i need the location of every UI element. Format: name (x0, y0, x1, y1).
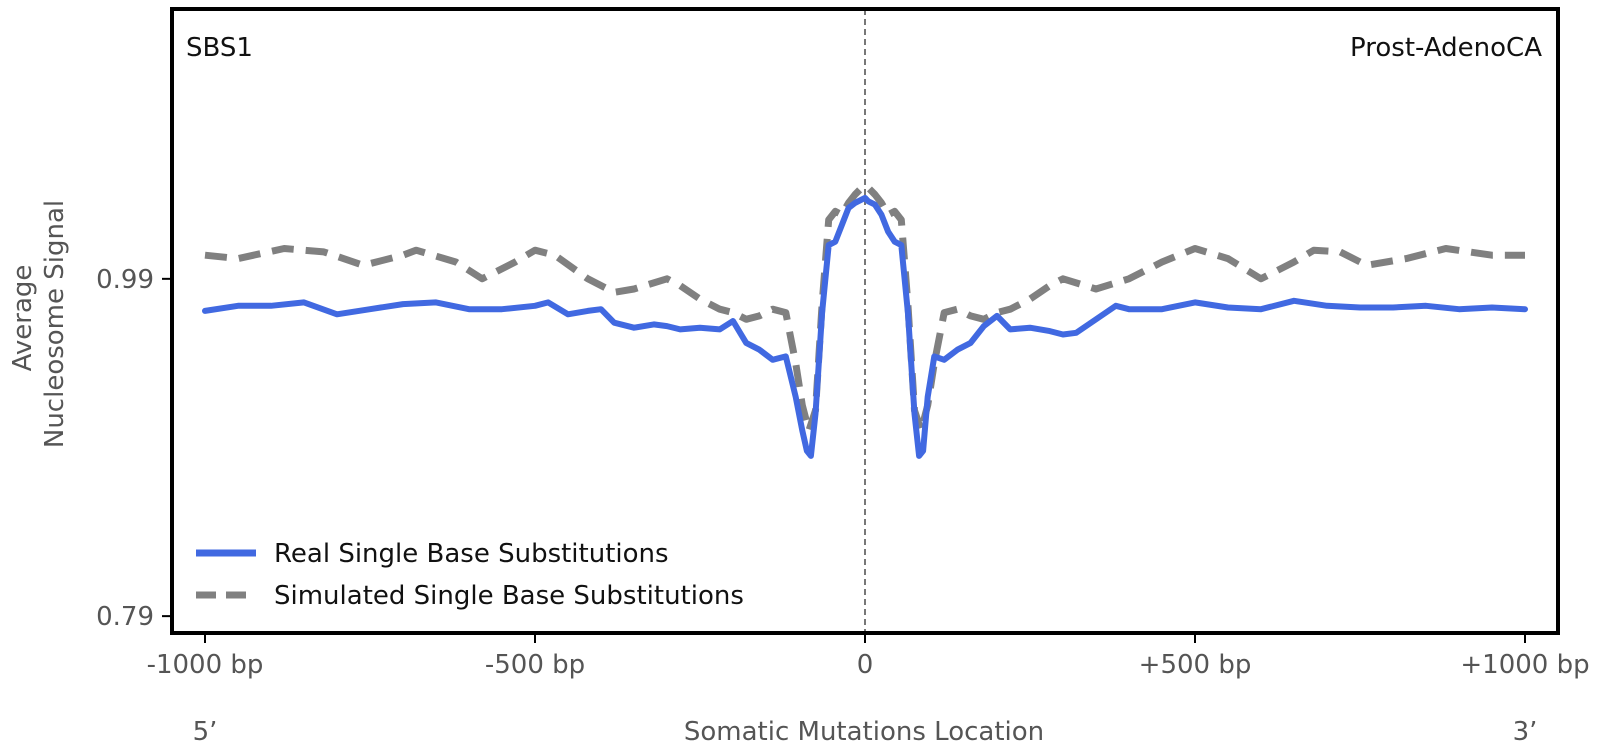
x-tick-label: -500 bp (485, 650, 585, 680)
axes: -1000 bp -500 bp 0 +500 bp +1000 bp 0.79 0.99 (96, 265, 1590, 680)
x-tick-label: -1000 bp (147, 650, 264, 680)
top-right-label: Prost-AdenoCA (1350, 33, 1542, 63)
x-axis-5prime-label: 5’ (193, 717, 218, 747)
y-tick-label: 0.79 (96, 602, 154, 632)
x-tick-label: 0 (857, 650, 874, 680)
plot-area (202, 9, 1528, 633)
y-tick-label: 0.99 (96, 265, 154, 295)
legend-label-real: Real Single Base Substitutions (274, 539, 669, 569)
y-axis-title-line-2: Nucleosome Signal (40, 200, 70, 448)
real-series-line (202, 194, 1528, 459)
x-axis-title: Somatic Mutations Location (684, 717, 1044, 747)
legend-label-simulated: Simulated Single Base Substitutions (274, 581, 744, 611)
simulated-series-line (204, 182, 1525, 435)
x-axis-3prime-label: 3’ (1513, 717, 1538, 747)
x-tick-label: +500 bp (1139, 650, 1252, 680)
top-left-label: SBS1 (186, 33, 253, 63)
legend: Real Single Base Substitutions Simulated … (196, 539, 744, 611)
x-tick-label: +1000 bp (1460, 650, 1589, 680)
y-axis-title-line-1: Average (8, 265, 38, 372)
